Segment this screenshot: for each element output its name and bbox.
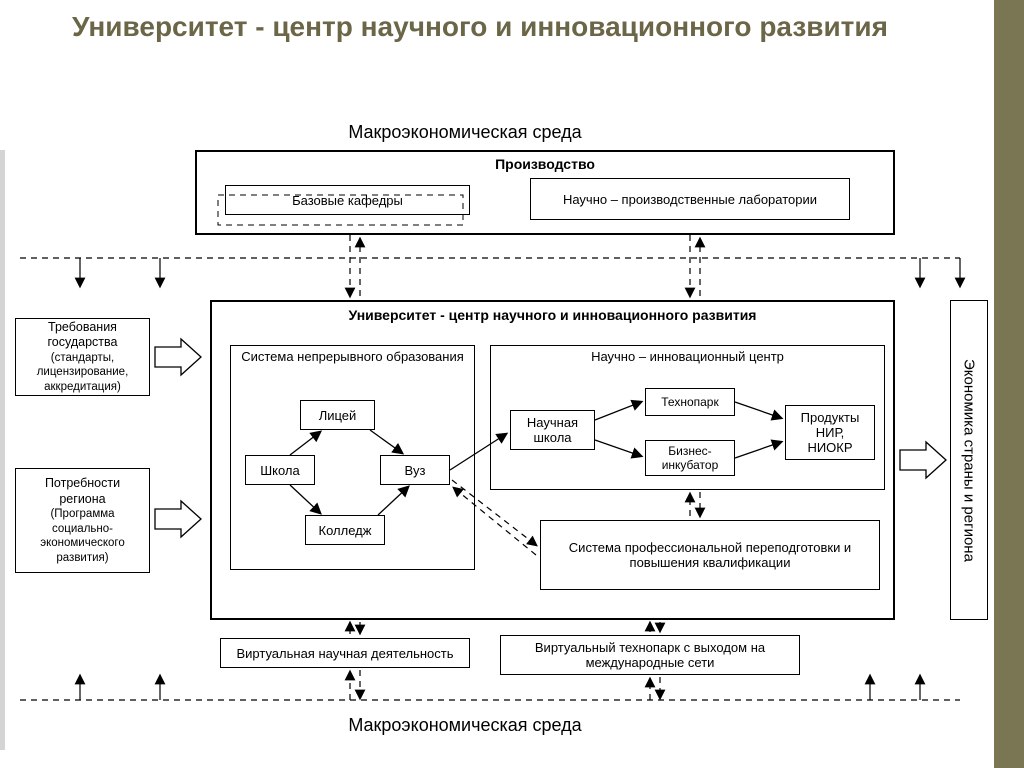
technopark-box: Технопарк xyxy=(645,388,735,416)
college-box: Колледж xyxy=(305,515,385,545)
virtual-sci-box: Виртуальная научная деятельность xyxy=(220,638,470,668)
gov-requirements-box: Требования государства (стандарты, лицен… xyxy=(15,318,150,396)
sci-center-label: Научно – инновационный центр xyxy=(591,349,784,364)
arrow-region-to-univ xyxy=(153,499,203,539)
arrow-gov-to-univ xyxy=(153,337,203,377)
production-header: Производство xyxy=(495,156,595,172)
gov-title: Требования государства xyxy=(22,320,143,351)
edu-system-label: Система непрерывного образования xyxy=(241,349,464,364)
macro-env-bottom: Макроэкономическая среда xyxy=(300,715,630,736)
sci-prod-labs-box: Научно – производственные лаборатории xyxy=(530,178,850,220)
base-departments-box: Базовые кафедры xyxy=(225,185,470,215)
macro-env-top: Макроэкономическая среда xyxy=(300,122,630,143)
accent-sidebar xyxy=(994,0,1024,768)
retraining-box: Система профессиональной переподготовки … xyxy=(540,520,880,590)
region-needs-box: Потребности региона (Программа социально… xyxy=(15,468,150,573)
economy-output-label: Экономика страны и региона xyxy=(961,359,978,562)
vuz-box: Вуз xyxy=(380,455,450,485)
virtual-tech-box: Виртуальный технопарк с выходом на между… xyxy=(500,635,800,675)
university-header: Университет - центр научного и инновацио… xyxy=(349,307,757,323)
products-box: Продукты НИР, НИОКР xyxy=(785,405,875,460)
region-sub: (Программа социально-экономического разв… xyxy=(22,507,143,565)
page-title: Университет - центр научного и инновацио… xyxy=(10,10,950,44)
school-box: Школа xyxy=(245,455,315,485)
arrow-univ-to-economy xyxy=(898,440,948,480)
region-title: Потребности региона xyxy=(22,476,143,507)
lyceum-box: Лицей xyxy=(300,400,375,430)
gov-sub: (стандарты, лицензирование, аккредитация… xyxy=(22,351,143,394)
economy-output-box: Экономика страны и региона xyxy=(950,300,988,620)
biz-incubator-box: Бизнес-инкубатор xyxy=(645,440,735,476)
sci-school-box: Научная школа xyxy=(510,410,595,450)
accent-bar xyxy=(0,150,5,750)
